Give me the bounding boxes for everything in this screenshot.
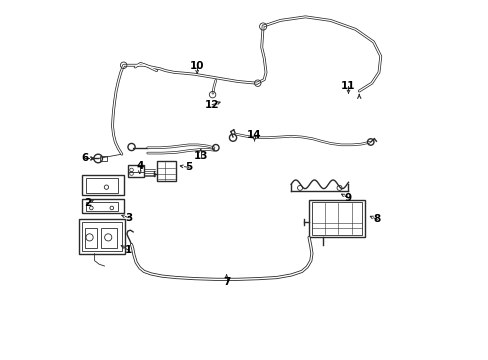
Text: 13: 13 [193,150,207,161]
Bar [156,161,176,181]
Bar [86,178,118,193]
Bar [100,156,106,161]
Text: 6: 6 [81,153,88,163]
Bar [308,200,364,237]
Text: 14: 14 [247,130,261,140]
Bar [79,220,125,253]
Text: 5: 5 [185,162,192,172]
Bar [82,222,122,251]
Bar [101,228,117,248]
Text: 8: 8 [373,215,380,224]
Text: 1: 1 [124,245,131,255]
Bar [128,165,144,177]
Bar [86,202,118,211]
Bar [85,228,97,248]
Text: 9: 9 [344,193,351,203]
Text: 2: 2 [83,198,91,208]
Text: 10: 10 [189,61,204,71]
Text: 3: 3 [125,213,132,222]
Bar [311,202,362,234]
Text: 4: 4 [136,161,143,171]
Bar [82,175,123,195]
Text: 7: 7 [223,277,230,287]
Text: 11: 11 [341,81,355,91]
Text: 12: 12 [204,100,219,110]
Bar [82,199,123,213]
